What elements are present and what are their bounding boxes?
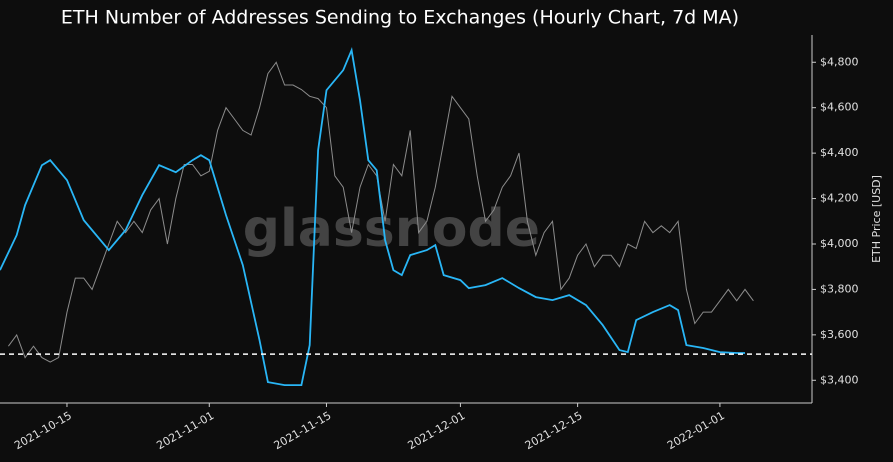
y-tick-label: $3,400 [820, 373, 859, 386]
y-tick-label: $4,200 [820, 192, 859, 205]
y-tick-label: $4,400 [820, 146, 859, 159]
watermark: glassnode [243, 199, 540, 259]
y-tick-label: $4,600 [820, 101, 859, 114]
y-tick-label: $4,000 [820, 237, 859, 250]
y-tick-label: $3,600 [820, 328, 859, 341]
chart-title: ETH Number of Addresses Sending to Excha… [61, 7, 739, 29]
data-line [0, 46, 745, 387]
y-tick-label: $4,800 [820, 55, 859, 68]
y-tick-label: $3,800 [820, 282, 859, 295]
y-axis-label: ETH Price [USD] [870, 175, 883, 263]
